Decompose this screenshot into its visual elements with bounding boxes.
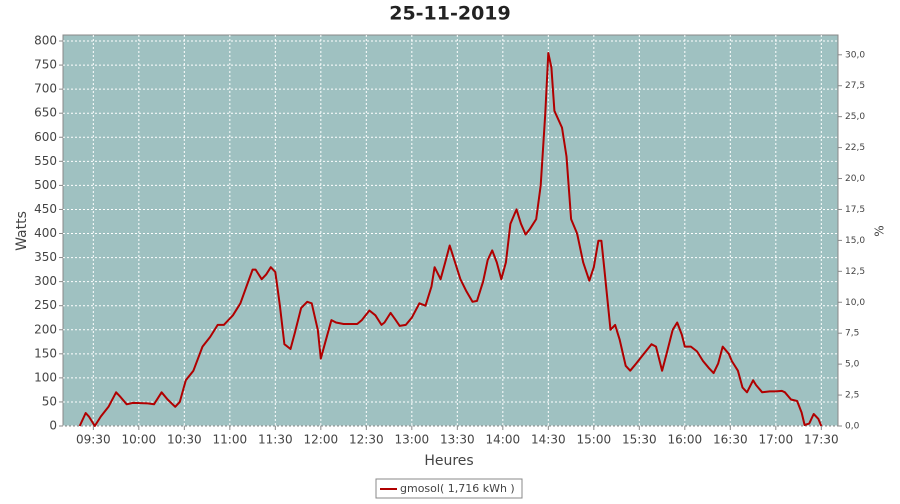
y2-tick-label: 7,5	[845, 329, 859, 339]
legend-label: gmosol( 1,716 kWh )	[400, 482, 515, 495]
x-tick-label: 16:30	[713, 433, 748, 447]
x-tick-label: 14:00	[486, 433, 521, 447]
y-tick-label: 550	[34, 154, 57, 168]
y2-tick-label: 0,0	[845, 422, 860, 432]
x-tick-label: 10:00	[122, 433, 157, 447]
y-axis-title: Watts	[14, 211, 30, 251]
y-tick-label: 400	[34, 226, 57, 240]
y-tick-label: 650	[34, 106, 57, 120]
y-tick-label: 750	[34, 58, 57, 72]
y-tick-label: 250	[34, 298, 57, 312]
y-tick-label: 450	[34, 202, 57, 216]
x-tick-label: 13:30	[440, 433, 475, 447]
y2-axis-title: %	[873, 225, 887, 236]
y2-tick-label: 27,5	[845, 81, 865, 91]
legend-box	[375, 478, 523, 499]
y-tick-label: 600	[34, 130, 57, 144]
y2-tick-label: 15,0	[845, 236, 865, 246]
x-tick-label: 11:30	[258, 433, 293, 447]
y-tick-label: 50	[42, 394, 57, 408]
y-tick-label: 200	[34, 322, 57, 336]
y2-tick-label: 17,5	[845, 205, 865, 215]
y-tick-label: 100	[34, 370, 57, 384]
y-tick-label: 300	[34, 274, 57, 288]
x-tick-label: 12:30	[349, 433, 384, 447]
x-tick-label: 17:30	[804, 433, 839, 447]
x-tick-label: 15:00	[577, 433, 612, 447]
y-tick-label: 0	[49, 419, 57, 433]
chart-title: 25-11-2019	[389, 3, 511, 25]
x-tick-label: 14:30	[531, 433, 566, 447]
x-tick-label: 12:00	[304, 433, 339, 447]
y2-tick-label: 5,0	[845, 360, 860, 370]
y-tick-label: 350	[34, 250, 57, 264]
y-tick-label: 500	[34, 178, 57, 192]
y2-tick-label: 10,0	[845, 298, 865, 308]
y2-tick-label: 20,0	[845, 174, 865, 184]
x-axis-title: Heures	[424, 453, 473, 469]
x-tick-label: 10:30	[167, 433, 202, 447]
x-tick-label: 16:00	[668, 433, 703, 447]
x-tick-label: 11:00	[213, 433, 248, 447]
y-tick-label: 150	[34, 346, 57, 360]
y2-tick-label: 25,0	[845, 112, 865, 122]
data-line	[78, 52, 823, 427]
x-tick-label: 13:00	[395, 433, 430, 447]
plot-area	[62, 34, 839, 427]
y2-tick-label: 30,0	[845, 50, 865, 60]
x-tick-label: 17:00	[759, 433, 794, 447]
y2-tick-label: 22,5	[845, 143, 865, 153]
x-tick-label: 15:30	[622, 433, 657, 447]
y2-tick-label: 2,5	[845, 391, 859, 401]
x-tick-label: 09:30	[76, 433, 111, 447]
y-tick-label: 700	[34, 82, 57, 96]
y2-tick-label: 12,5	[845, 267, 865, 277]
y-tick-label: 800	[34, 34, 57, 48]
